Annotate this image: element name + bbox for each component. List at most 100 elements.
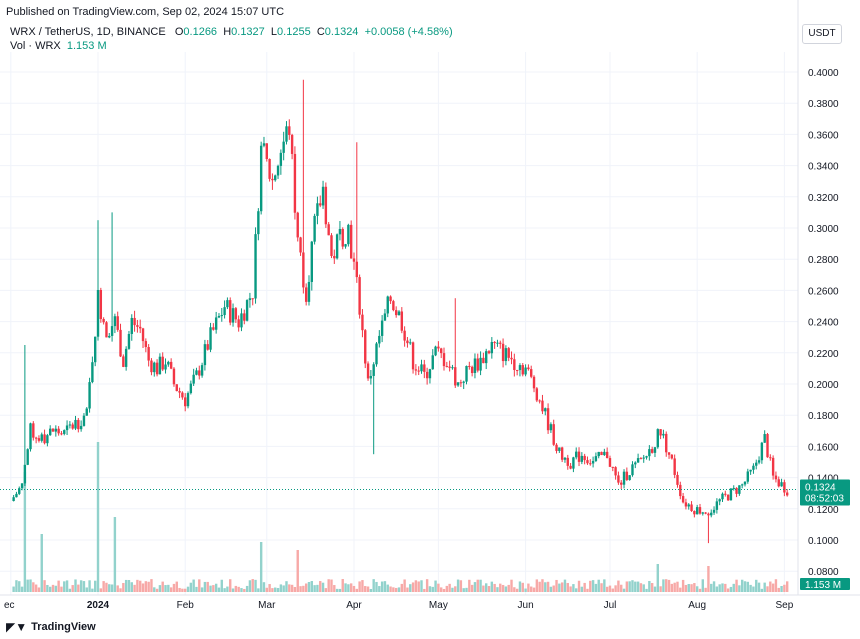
volume-bar xyxy=(288,584,291,592)
volume-bar xyxy=(434,580,437,592)
volume-bar xyxy=(724,583,727,592)
volume-bar xyxy=(172,583,176,592)
tradingview-logo-icon: ◤▼ xyxy=(6,620,28,634)
candle xyxy=(186,391,190,409)
candle xyxy=(594,452,598,463)
volume-bar xyxy=(240,588,243,592)
volume-bar xyxy=(482,585,485,592)
candle xyxy=(293,146,297,220)
volume-bar xyxy=(209,585,212,592)
candle xyxy=(181,391,184,400)
candle xyxy=(662,429,665,439)
volume-bar xyxy=(594,583,598,592)
volume-bar xyxy=(681,579,685,592)
volume-bar xyxy=(338,588,342,592)
volume-bar xyxy=(124,579,128,592)
volume-bar xyxy=(665,579,668,592)
volume-bar xyxy=(496,587,499,592)
y-tick-label: 0.2200 xyxy=(808,349,839,360)
symbol-label[interactable]: WRX / TetherUS, 1D, BINANCE xyxy=(10,26,166,38)
volume-bar xyxy=(43,580,46,592)
candle xyxy=(569,463,572,470)
volume-bar xyxy=(499,583,502,592)
volume-bar xyxy=(133,584,136,592)
published-info: Published on TradingView.com, Sep 02, 20… xyxy=(6,6,285,18)
volume-bar xyxy=(732,583,735,592)
volume-bar xyxy=(586,588,589,592)
candle xyxy=(116,311,119,332)
volume-bar xyxy=(600,583,603,592)
candle xyxy=(403,326,406,347)
volume-bar xyxy=(386,584,389,592)
volume-bar xyxy=(243,588,246,592)
candle xyxy=(349,220,353,259)
candle xyxy=(406,337,409,348)
candle xyxy=(577,447,581,467)
volume-bar xyxy=(645,588,648,592)
candle xyxy=(347,223,350,247)
volume-bar xyxy=(181,588,184,592)
candle xyxy=(175,384,178,392)
candle xyxy=(425,367,429,385)
candlesticks xyxy=(12,79,789,544)
volume-bar xyxy=(366,586,370,592)
volume-bar xyxy=(248,580,252,592)
candle xyxy=(560,446,564,463)
candle xyxy=(631,461,634,477)
volume-bar xyxy=(541,579,544,592)
candle xyxy=(212,323,215,331)
volume-bar xyxy=(290,584,294,592)
candle xyxy=(487,350,491,355)
volume-bar xyxy=(575,588,578,592)
x-tick-label: Mar xyxy=(258,600,276,611)
candle xyxy=(26,448,29,466)
volume-bar xyxy=(729,586,733,592)
candle xyxy=(158,353,162,375)
volume-bar xyxy=(63,581,66,592)
volume-bar xyxy=(161,581,164,592)
candle xyxy=(378,330,381,348)
candle xyxy=(431,349,434,370)
candle xyxy=(423,359,426,379)
candle xyxy=(245,299,249,322)
volume-bar xyxy=(352,585,356,592)
candle xyxy=(316,196,319,225)
volume-bar xyxy=(234,585,238,592)
volume-bar xyxy=(51,584,55,592)
candle xyxy=(383,308,387,321)
volume-bar xyxy=(361,580,364,592)
candle xyxy=(257,208,260,241)
volume-bar xyxy=(54,585,58,592)
candle xyxy=(91,356,94,384)
candle xyxy=(23,345,27,486)
volume-bar xyxy=(743,581,747,592)
candle xyxy=(710,509,713,518)
candle xyxy=(729,488,733,501)
volume-bar xyxy=(676,581,679,592)
volume-bar xyxy=(327,579,330,592)
candle xyxy=(119,323,122,358)
x-tick-label: Sep xyxy=(775,600,793,611)
volume-bar xyxy=(74,579,77,592)
volume-bar xyxy=(178,587,181,592)
candle xyxy=(214,311,218,334)
candle xyxy=(659,429,662,440)
tradingview-logo[interactable]: ◤▼ TradingView xyxy=(6,620,96,634)
candle xyxy=(501,338,505,368)
volume-bar xyxy=(192,579,195,592)
price-axis[interactable]: 0.4000 0.3800 0.3600 0.3400 0.3200 0.3000 0.28… xyxy=(808,68,839,578)
time-axis[interactable]: ec 2024 Feb Mar Apr May Jun Jul Aug Sep xyxy=(4,600,794,611)
volume-bar xyxy=(774,579,778,592)
candle xyxy=(130,314,133,341)
volume-bar xyxy=(88,580,91,592)
volume-bar xyxy=(628,581,631,592)
currency-button[interactable]: USDT xyxy=(802,24,842,44)
candle xyxy=(608,455,612,467)
volume-bar xyxy=(203,581,207,592)
candle xyxy=(580,452,584,465)
volume-bar xyxy=(735,579,738,592)
volume-bar xyxy=(65,580,69,592)
candle xyxy=(324,182,328,228)
volume-bar xyxy=(189,582,193,592)
